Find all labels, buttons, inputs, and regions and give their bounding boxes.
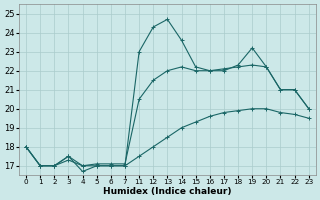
X-axis label: Humidex (Indice chaleur): Humidex (Indice chaleur) [103, 187, 232, 196]
